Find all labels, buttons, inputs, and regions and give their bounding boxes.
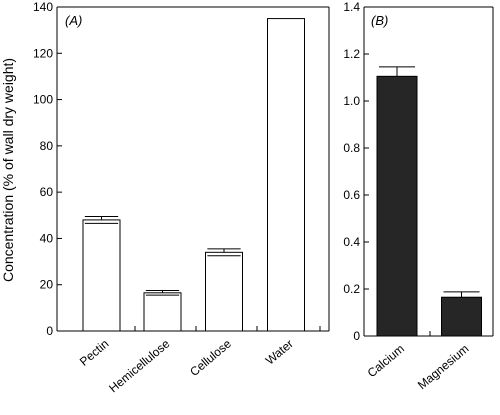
y-tick-label: 0.2 bbox=[343, 282, 360, 296]
y-tick-label: 1.4 bbox=[343, 0, 360, 14]
bar-calcium bbox=[376, 75, 418, 337]
bar-hemicellulose bbox=[143, 292, 182, 332]
y-tick-label: 140 bbox=[33, 0, 53, 14]
panel-b: (B) 0 0.2 0.4 0.6 0.8 1.0 1.2 1.4 Calcium Magnesi… bbox=[343, 0, 494, 393]
y-axis-title: Concentration (% of wall dry weight) bbox=[0, 58, 16, 282]
panel-a-label: (A) bbox=[65, 13, 82, 28]
category-label-water: Water bbox=[263, 337, 296, 368]
y-tick-label: 20 bbox=[40, 278, 54, 292]
bar-cellulose bbox=[205, 251, 243, 332]
y-tick-label: 60 bbox=[40, 185, 54, 199]
category-label-calcium: Calcium bbox=[365, 342, 407, 381]
category-label-magnesium: Magnesium bbox=[415, 342, 472, 393]
y-tick-label: 80 bbox=[40, 139, 54, 153]
y-tick-label: 1.0 bbox=[343, 94, 360, 108]
category-label-cellulose: Cellulose bbox=[187, 336, 234, 379]
panel-a: (A) 0 20 40 60 80 100 120 140 PectinHemicellulos… bbox=[33, 0, 330, 395]
y-tick-label: 0 bbox=[353, 329, 360, 343]
y-tick-label: 120 bbox=[33, 46, 53, 60]
y-tick-label: 1.2 bbox=[343, 47, 360, 61]
y-tick-label: 0.8 bbox=[343, 141, 360, 155]
y-tick-label: 0.6 bbox=[343, 188, 360, 202]
bar-pectin bbox=[82, 219, 121, 332]
y-tick-label: 0 bbox=[46, 324, 53, 338]
y-tick-label: 40 bbox=[40, 231, 54, 245]
panel-b-label: (B) bbox=[371, 13, 388, 28]
y-tick-label: 0.4 bbox=[343, 235, 360, 249]
bar-water bbox=[267, 18, 305, 332]
category-label-hemicellulose: Hemicellulose bbox=[106, 336, 172, 395]
category-label-pectin: Pectin bbox=[77, 337, 112, 369]
y-tick-label: 100 bbox=[33, 93, 53, 107]
bar-magnesium bbox=[441, 296, 482, 337]
